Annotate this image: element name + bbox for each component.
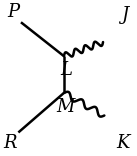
Text: P: P [8, 3, 20, 21]
Text: K: K [116, 134, 130, 152]
Text: M: M [56, 98, 74, 116]
Text: L: L [61, 61, 73, 79]
Text: J: J [121, 6, 129, 24]
Text: R: R [4, 134, 17, 152]
